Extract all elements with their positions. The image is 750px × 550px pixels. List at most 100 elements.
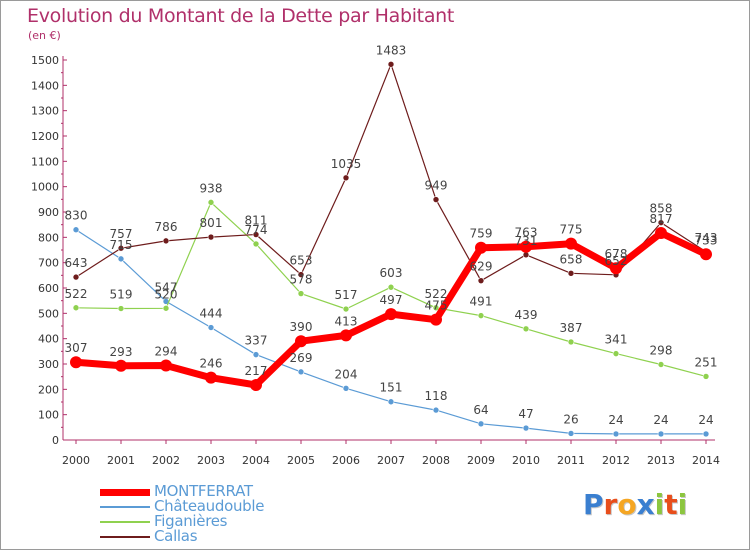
data-point-chateaudouble [702, 430, 710, 438]
x-tick-label: 2006 [332, 454, 360, 467]
logo-letter: r [603, 488, 618, 521]
legend-swatch [100, 536, 150, 538]
data-label-montferrat: 733 [695, 233, 718, 247]
y-tick-label: 700 [38, 257, 59, 270]
y-tick-label: 100 [38, 409, 59, 422]
data-point-chateaudouble [252, 351, 260, 358]
data-label-figanieres: 298 [650, 344, 673, 358]
data-point-callas [207, 233, 215, 241]
data-point-callas [387, 61, 395, 68]
data-label-chateaudouble: 26 [563, 412, 578, 426]
logo-letter: o [617, 488, 637, 521]
data-point-figanieres [297, 290, 305, 297]
logo-letter: x [636, 488, 655, 521]
data-label-montferrat: 217 [245, 364, 268, 378]
legend-swatch [100, 521, 150, 523]
data-point-callas [72, 273, 80, 281]
data-point-montferrat [340, 329, 352, 342]
series-montferrat [70, 227, 712, 392]
chart-subtitle: (en €) [28, 29, 61, 42]
data-label-chateaudouble: 715 [110, 238, 133, 252]
data-point-montferrat [295, 335, 307, 348]
logo-letter: i [677, 488, 688, 521]
data-point-figanieres [522, 325, 530, 333]
x-tick-label: 2001 [107, 454, 135, 467]
legend-swatch [100, 506, 150, 508]
data-label-chateaudouble: 24 [608, 413, 623, 427]
data-label-callas: 801 [200, 216, 223, 230]
data-point-figanieres [252, 240, 260, 248]
data-label-montferrat: 497 [380, 293, 403, 307]
data-point-chateaudouble [477, 420, 485, 428]
data-point-callas [162, 237, 170, 245]
data-point-figanieres [387, 283, 395, 291]
data-point-montferrat [520, 240, 532, 253]
x-tick-label: 2014 [692, 454, 720, 467]
data-point-chateaudouble [207, 324, 215, 331]
data-label-chateaudouble: 64 [473, 403, 488, 417]
data-point-callas [432, 196, 440, 203]
data-point-callas [477, 277, 485, 284]
data-point-chateaudouble [297, 368, 305, 376]
data-label-figanieres: 341 [605, 333, 628, 347]
data-label-figanieres: 520 [155, 287, 178, 301]
y-tick-label: 1300 [31, 105, 59, 118]
x-tick-label: 2010 [512, 454, 540, 467]
data-point-figanieres [477, 312, 485, 319]
y-tick-label: 0 [52, 434, 59, 447]
series-layer [70, 61, 712, 438]
data-point-figanieres [657, 361, 665, 368]
y-tick-label: 900 [38, 206, 59, 219]
data-label-figanieres: 519 [110, 288, 133, 302]
legend-label: Figanières [154, 512, 228, 530]
data-point-montferrat [700, 248, 712, 261]
legend-label: MONTFERRAT [154, 482, 253, 500]
data-label-montferrat: 390 [290, 320, 313, 334]
data-point-chateaudouble [612, 430, 620, 438]
data-point-montferrat [475, 241, 487, 254]
data-point-callas [567, 270, 575, 277]
data-label-figanieres: 774 [245, 223, 268, 237]
data-label-figanieres: 387 [560, 321, 583, 335]
data-label-chateaudouble: 337 [245, 334, 268, 348]
x-tick-label: 2005 [287, 454, 315, 467]
logo-letter: P [583, 488, 604, 521]
data-label-montferrat: 763 [515, 226, 538, 240]
data-point-montferrat [430, 313, 442, 326]
data-label-figanieres: 439 [515, 308, 538, 322]
data-point-figanieres [207, 199, 215, 206]
data-label-chateaudouble: 24 [653, 413, 668, 427]
data-label-callas: 949 [425, 179, 448, 193]
data-label-montferrat: 246 [200, 357, 223, 371]
data-point-figanieres [72, 304, 80, 312]
data-point-callas [522, 251, 530, 259]
data-label-chateaudouble: 204 [335, 367, 358, 381]
data-point-montferrat [250, 379, 262, 392]
data-point-montferrat [610, 262, 622, 275]
data-label-figanieres: 251 [695, 355, 718, 369]
data-label-montferrat: 413 [335, 314, 358, 328]
x-tick-label: 2007 [377, 454, 405, 467]
data-point-montferrat [160, 359, 172, 372]
data-label-callas: 653 [290, 254, 313, 268]
y-tick-label: 600 [38, 282, 59, 295]
y-tick-label: 500 [38, 307, 59, 320]
data-point-montferrat [70, 356, 82, 369]
data-point-callas [252, 231, 260, 238]
data-label-montferrat: 775 [560, 223, 583, 237]
data-label-callas: 858 [650, 202, 673, 216]
data-label-chateaudouble: 24 [698, 413, 713, 427]
y-tick-label: 300 [38, 358, 59, 371]
data-labels: 830 715 547 444 337 269 204 151 118 64 47 26 24 24 24 5… [65, 43, 718, 427]
data-label-chateaudouble: 118 [425, 389, 448, 403]
data-label-callas: 811 [245, 214, 268, 228]
x-tick-label: 2004 [242, 454, 270, 467]
data-label-figanieres: 522 [65, 287, 88, 301]
logo-letter: t [664, 488, 678, 521]
data-label-callas: 1483 [376, 43, 407, 57]
data-label-montferrat: 307 [65, 341, 88, 355]
y-tick-label: 200 [38, 383, 59, 396]
legend-label: Callas [154, 527, 198, 545]
data-point-figanieres [117, 305, 125, 312]
